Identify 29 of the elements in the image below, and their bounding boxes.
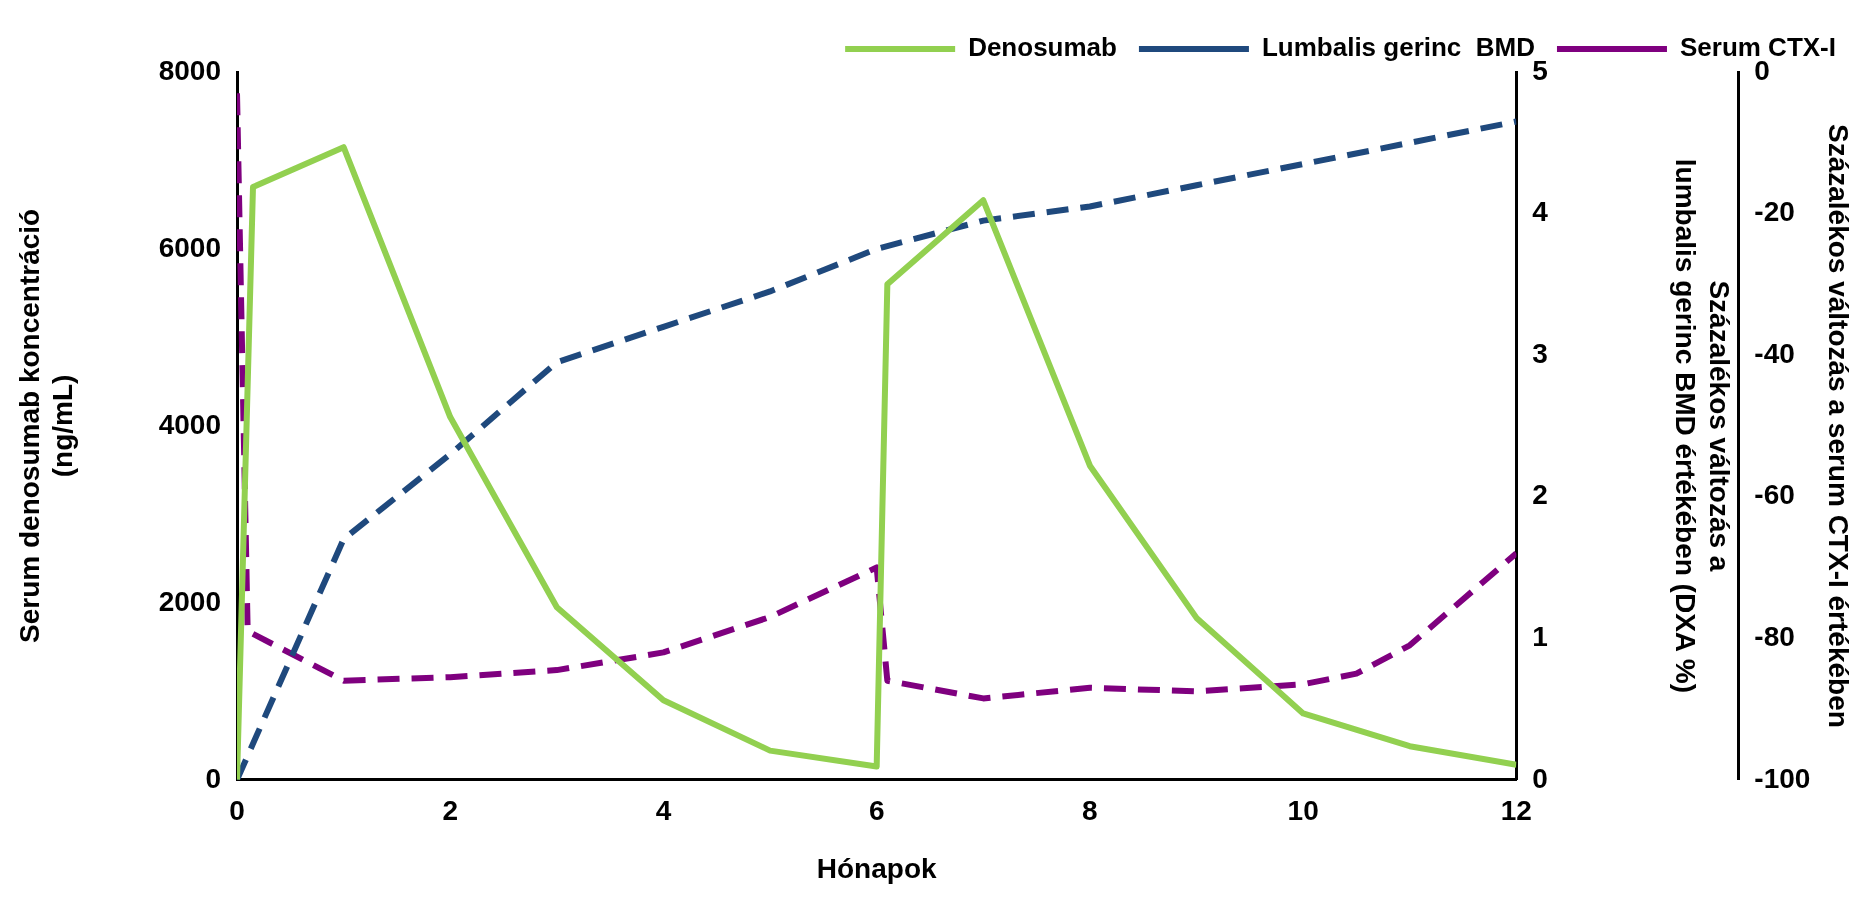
y-tick-label: 0 [205,762,221,794]
legend-label: Lumbalis gerinc BMD [1261,32,1535,63]
y2-tick-label: 2 [1532,479,1548,511]
y-tick-label: 8000 [158,54,221,86]
y2-tick-label: 3 [1532,337,1548,369]
x-tick-label: 2 [442,795,459,827]
y-tick-label: 2000 [158,585,221,617]
y2-tick-label: 5 [1532,54,1548,86]
y2-axis-title: Százalékos változás a lumbalis gerinc BMD értékében (DXA %) [1670,158,1735,693]
x-axis-title: Hónapok [816,852,937,884]
y3-tick-label: -60 [1754,479,1795,511]
y-tick-label: 4000 [158,408,221,440]
y3-tick-label: -40 [1754,337,1795,369]
legend-label: Denosumab [968,32,1117,63]
y2-tick-label: 1 [1532,620,1548,652]
y3-tick-label: -100 [1754,762,1811,794]
x-tick-label: 12 [1500,795,1532,827]
x-tick-label: 4 [655,795,672,827]
y2-tick-label: 4 [1532,196,1549,228]
x-tick-label: 0 [229,795,245,827]
y3-tick-label: -20 [1754,196,1795,228]
x-tick-label: 8 [1082,795,1098,827]
y-tick-label: 6000 [158,231,221,263]
y-axis-title: Serum denosumab koncentráció (ng/mL) [13,208,79,643]
y3-tick-label: -80 [1754,620,1795,652]
x-tick-label: 10 [1287,795,1319,827]
y3-axis-title: Százalékos változás a serum CTX-I értékében [1823,123,1855,728]
y2-tick-label: 0 [1532,762,1548,794]
x-tick-label: 6 [868,795,885,827]
